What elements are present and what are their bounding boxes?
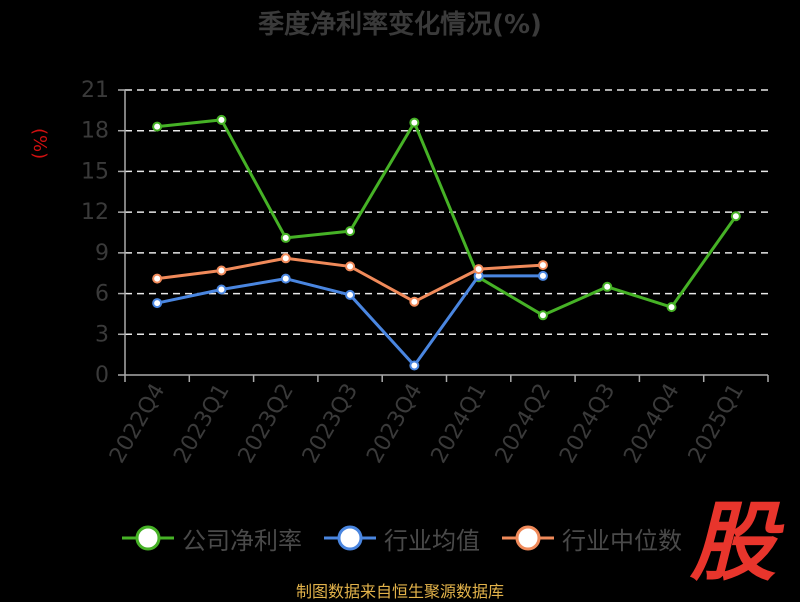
x-tick-label-2023Q1: 2023Q1 <box>169 380 234 468</box>
data-point-0-2024Q2 <box>537 310 548 321</box>
data-point-1-2022Q4 <box>152 298 163 309</box>
x-tick-label-2025Q1: 2025Q1 <box>684 380 749 468</box>
y-tick-label-6: 6 <box>95 282 109 307</box>
y-tick-label-0: 0 <box>95 363 109 388</box>
legend-label-industry-median: 行业中位数 <box>562 526 682 555</box>
data-point-0-2024Q3 <box>602 281 613 292</box>
data-source-note: 制图数据来自恒生聚源数据库 <box>295 582 504 601</box>
data-point-0-2023Q4 <box>409 117 420 128</box>
chart-title: 季度净利率变化情况(%) <box>258 10 542 40</box>
data-point-1-2023Q3 <box>345 289 356 300</box>
legend-item-industry-avg[interactable]: 行业均值 <box>324 521 480 556</box>
x-tick-label-2024Q3: 2024Q3 <box>555 380 620 468</box>
data-point-0-2022Q4 <box>152 121 163 132</box>
y-tick-label-18: 18 <box>81 119 109 144</box>
data-point-0-2023Q2 <box>280 232 291 243</box>
legend-label-industry-avg: 行业均值 <box>384 526 480 555</box>
x-tick-label-2024Q1: 2024Q1 <box>427 380 492 468</box>
data-point-1-2023Q1 <box>216 284 227 295</box>
data-point-1-2023Q2 <box>280 273 291 284</box>
y-tick-label-15: 15 <box>81 159 109 184</box>
legend-item-company[interactable]: 公司净利率 <box>122 521 302 556</box>
data-point-2-2023Q3 <box>345 261 356 272</box>
data-point-1-2023Q4 <box>409 360 420 371</box>
legend-marker-industry-median <box>502 525 554 551</box>
data-point-2-2023Q2 <box>280 253 291 264</box>
data-point-2-2024Q1 <box>473 264 484 275</box>
y-tick-label-3: 3 <box>95 322 109 347</box>
x-tick-label-2024Q2: 2024Q2 <box>491 380 556 468</box>
data-point-0-2023Q1 <box>216 114 227 125</box>
x-tick-label-2023Q4: 2023Q4 <box>362 380 427 468</box>
legend-item-industry-median[interactable]: 行业中位数 <box>502 521 682 556</box>
data-point-0-2023Q3 <box>345 226 356 237</box>
series-line-1 <box>156 274 543 367</box>
y-tick-label-21: 21 <box>81 78 109 103</box>
x-tick-label-2023Q2: 2023Q2 <box>234 380 299 468</box>
data-point-2-2023Q4 <box>409 296 420 307</box>
data-point-2-2023Q1 <box>216 265 227 276</box>
y-tick-label-9: 9 <box>95 241 109 266</box>
data-point-0-2025Q1 <box>730 211 741 222</box>
brand-logo: 股 <box>690 493 776 593</box>
legend-marker-company <box>122 525 174 551</box>
x-tick-label-2023Q3: 2023Q3 <box>298 380 363 468</box>
data-point-0-2024Q4 <box>666 302 677 313</box>
x-tick-label-2022Q4: 2022Q4 <box>105 380 170 468</box>
data-point-2-2022Q4 <box>152 273 163 284</box>
data-point-2-2024Q2 <box>537 260 548 271</box>
x-tick-label-2024Q4: 2024Q4 <box>619 380 684 468</box>
legend-marker-industry-avg <box>324 525 376 551</box>
legend: 公司净利率 行业均值 行业中位数 <box>122 518 704 558</box>
legend-label-company: 公司净利率 <box>182 526 302 555</box>
series-line-0 <box>156 118 738 317</box>
y-tick-label-12: 12 <box>81 200 109 225</box>
data-point-1-2024Q2 <box>537 270 548 281</box>
